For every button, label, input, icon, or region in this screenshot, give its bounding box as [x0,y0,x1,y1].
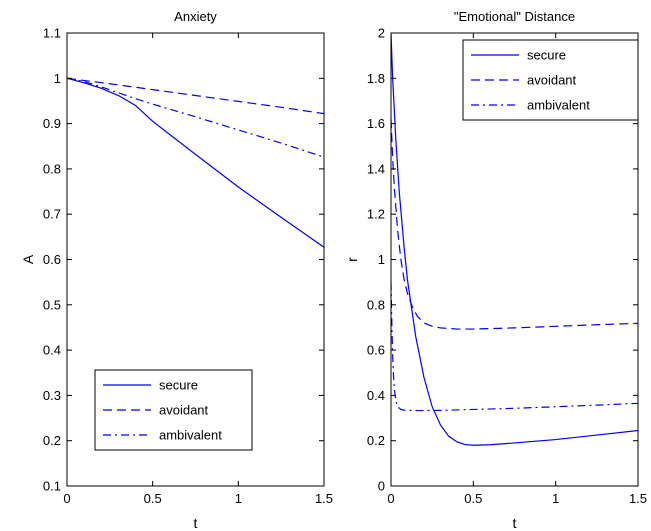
y-tick-label: 1 [378,252,385,267]
series-lines [391,33,638,446]
y-tick-label: 0.1 [43,479,61,494]
x-tick-label: 1.5 [315,491,333,506]
anxiety-chart: 0 0.5 1 1.5 0.1 0.2 0.3 0.4 0.5 0.6 0.7 0.8 0.9 1 1.1 A… [20,9,333,531]
series-line-ambivalent [67,77,324,158]
legend-label-secure: secure [527,48,566,63]
legend-label-ambivalent: ambivalent [159,428,222,443]
x-tick-label: 0.5 [464,491,482,506]
y-tick-label: 0.9 [43,116,61,131]
legend-label-secure: secure [159,378,198,393]
y-axis-label: A [20,254,36,264]
y-tick-label: 0.8 [367,297,385,312]
series-line-avoidant [391,119,638,330]
y-tick-label: 0.5 [43,297,61,312]
y-tick-label: 1.2 [367,207,385,222]
y-tick-label: 0 [378,479,385,494]
emotional-distance-chart: 0 0.5 1 1.5 0 0.2 0.4 0.6 0.8 1 1.2 1.4 1.6 1.8 2 "Emot… [344,9,647,531]
x-tick-label: 0.5 [144,491,162,506]
y-tick-label: 0.4 [43,343,61,358]
x-tick-label: 1 [552,491,559,506]
y-tick-label: 1.6 [367,116,385,131]
y-tick-label: 1.1 [43,26,61,41]
series-lines [67,77,324,248]
y-tick-label: 0.2 [367,433,385,448]
y-tick-label: 1.8 [367,71,385,86]
series-line-avoidant [67,77,324,115]
series-line-secure [391,33,638,446]
y-tick-label: 1.4 [367,161,385,176]
x-tick-label: 1.5 [629,491,647,506]
chart-title: Anxiety [174,9,217,24]
y-tick-label: 0.8 [43,161,61,176]
legend: secure avoidant ambivalent [94,369,253,451]
series-line-secure [67,77,324,248]
legend-label-avoidant: avoidant [159,403,209,418]
legend-label-ambivalent: ambivalent [527,98,590,113]
y-tick-label: 0.3 [43,388,61,403]
x-tick-label: 0 [63,491,70,506]
x-axis-label: t [513,515,517,531]
y-tick-label: 0.4 [367,388,385,403]
chart-title: "Emotional" Distance [454,9,575,24]
y-tick-label: 1 [54,71,61,86]
y-tick-label: 0.2 [43,433,61,448]
y-axis-label: r [344,257,360,262]
y-tick-label: 0.6 [43,252,61,267]
legend-label-avoidant: avoidant [527,73,577,88]
legend: secure avoidant ambivalent [462,39,639,121]
x-tick-label: 0 [387,491,394,506]
y-tick-label: 2 [378,26,385,41]
x-tick-label: 1 [235,491,242,506]
y-tick-label: 0.6 [367,343,385,358]
x-axis-label: t [194,515,198,531]
y-tick-label: 0.7 [43,207,61,222]
